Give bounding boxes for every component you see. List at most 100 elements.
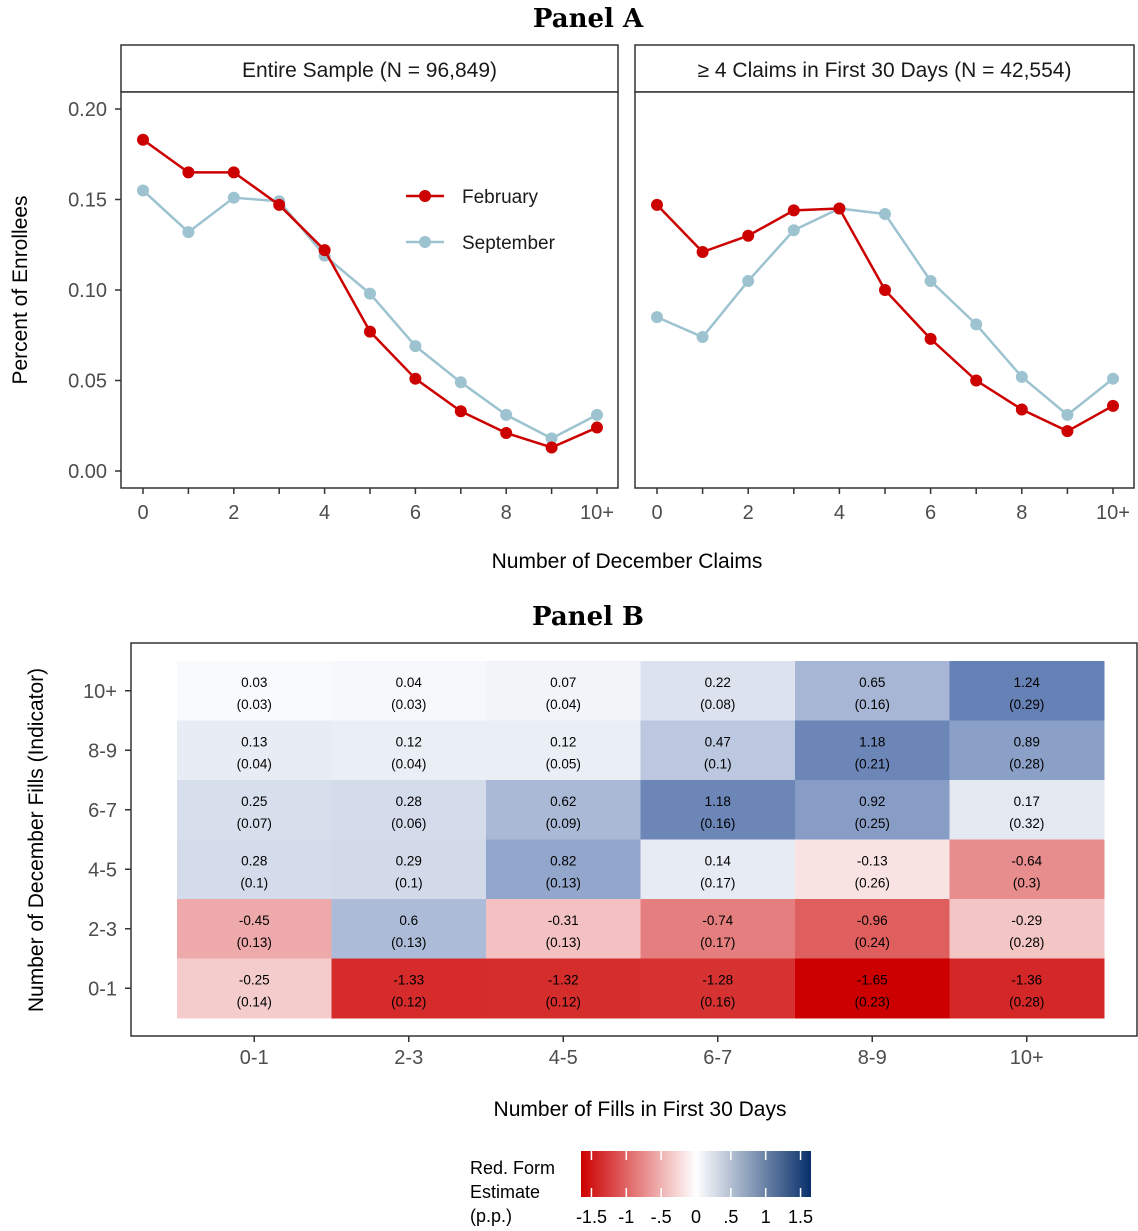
cell-estimate: 0.25 xyxy=(241,794,267,809)
facet-strip-label: Entire Sample (N = 96,849) xyxy=(242,59,497,82)
heatmap-cell xyxy=(177,780,332,840)
heatmap-cell xyxy=(486,958,641,1019)
facet-4plus-claims: ≥ 4 Claims in First 30 Days (N = 42,554) xyxy=(634,44,1135,489)
point-september xyxy=(924,274,937,287)
legend-label-september: September xyxy=(462,233,556,254)
point-september xyxy=(364,287,376,300)
x-tick-label: 2 xyxy=(228,502,239,524)
cell-estimate: 0.28 xyxy=(241,853,267,868)
point-september xyxy=(545,432,558,445)
x-tick-label: 10+ xyxy=(580,502,614,524)
x-tick-label: 10+ xyxy=(1096,502,1130,524)
cell-estimate: 0.12 xyxy=(550,734,576,749)
heatmap-cell xyxy=(177,899,332,959)
cell-estimate: 0.22 xyxy=(705,675,731,690)
panel-a: Panel A Entire Sample (N = 96,849) ≥ 4 C… xyxy=(9,4,1135,573)
heatmap-cell xyxy=(177,839,332,900)
cell-estimate: 0.6 xyxy=(399,913,418,928)
cell-std-error: (0.05) xyxy=(546,756,581,771)
heatmap-cell xyxy=(331,899,487,959)
cell-estimate: 0.62 xyxy=(550,794,576,809)
facet-strip xyxy=(120,44,619,93)
point-february xyxy=(182,166,195,179)
cell-estimate: 0.14 xyxy=(705,853,732,868)
point-february xyxy=(454,405,467,418)
cell-estimate: 0.28 xyxy=(396,794,422,809)
cell-std-error: (0.09) xyxy=(546,816,581,831)
point-february xyxy=(1061,425,1074,438)
cell-estimate: -0.64 xyxy=(1011,853,1042,868)
colorbar-tick-label: -1 xyxy=(618,1207,634,1227)
cell-estimate: 1.18 xyxy=(859,734,885,749)
x-tick-label: 4-5 xyxy=(549,1047,578,1069)
cell-estimate: 0.17 xyxy=(1014,794,1040,809)
cell-std-error: (0.28) xyxy=(1009,994,1044,1009)
cell-std-error: (0.28) xyxy=(1009,935,1044,950)
cell-std-error: (0.13) xyxy=(546,875,581,890)
heatmap-cell xyxy=(949,720,1105,781)
heatmap-cell xyxy=(331,839,487,900)
x-axis: 0 2 4 6 8 10+ 0 2 4 6 8 10+ xyxy=(137,488,1130,524)
point-february xyxy=(879,284,891,296)
facet-strip xyxy=(634,44,1135,93)
heatmap-cell xyxy=(795,661,950,721)
cell-std-error: (0.07) xyxy=(237,816,272,831)
cell-estimate: 0.47 xyxy=(705,734,731,749)
colorbar-title-line-2: Estimate xyxy=(470,1182,540,1202)
heatmap-cell xyxy=(331,720,487,781)
point-february xyxy=(833,202,846,215)
heatmap-cell xyxy=(795,839,950,900)
point-september xyxy=(1015,370,1028,383)
cell-std-error: (0.23) xyxy=(855,994,890,1009)
cell-estimate: 0.13 xyxy=(241,734,267,749)
cell-std-error: (0.16) xyxy=(700,994,735,1009)
point-september xyxy=(182,226,195,239)
cell-std-error: (0.04) xyxy=(237,756,272,771)
point-february xyxy=(545,441,558,454)
point-september xyxy=(879,207,891,220)
x-tick-label: 10+ xyxy=(1010,1047,1044,1069)
cell-estimate: 0.12 xyxy=(396,734,422,749)
cell-estimate: 1.24 xyxy=(1014,675,1041,690)
cell-std-error: (0.1) xyxy=(240,875,268,890)
colorbar-tick-label: .5 xyxy=(723,1207,738,1227)
cell-std-error: (0.16) xyxy=(855,697,890,712)
x-axis-title: Number of Fills in First 30 Days xyxy=(494,1098,787,1121)
y-axis-title: Number of December Fills (Indicator) xyxy=(25,668,48,1012)
point-september xyxy=(591,408,603,421)
cell-std-error: (0.12) xyxy=(546,994,581,1009)
point-february xyxy=(137,133,149,146)
cell-estimate: -0.13 xyxy=(857,853,888,868)
heatmap-cell xyxy=(795,958,950,1019)
y-tick-label: 8-9 xyxy=(88,740,117,762)
heatmap-cell xyxy=(177,720,332,781)
colorbar-tick-label: 1.5 xyxy=(788,1207,813,1227)
cell-estimate: -0.96 xyxy=(857,913,888,928)
point-september xyxy=(227,191,240,204)
x-tick-label: 0 xyxy=(137,502,148,524)
cell-estimate: -1.33 xyxy=(393,972,424,987)
heatmap-cell xyxy=(795,780,950,840)
point-february xyxy=(1015,403,1028,416)
heatmap-cells: 0.03 (0.03) 0.04 (0.03) 0.07 (0.04) 0.22 (0.08)… xyxy=(177,661,1105,1019)
cell-std-error: (0.06) xyxy=(391,816,426,831)
y-tick-label: 6-7 xyxy=(88,800,117,822)
heatmap-cell xyxy=(640,661,796,721)
point-september xyxy=(454,376,467,389)
cell-std-error: (0.16) xyxy=(700,816,735,831)
point-september xyxy=(696,331,709,344)
cell-estimate: 0.65 xyxy=(859,675,885,690)
x-tick-label: 4 xyxy=(319,502,330,524)
point-february xyxy=(227,166,240,179)
x-tick-label: 2 xyxy=(743,502,754,524)
point-february xyxy=(651,198,663,211)
cell-std-error: (0.21) xyxy=(855,756,890,771)
x-axis-title: Number of December Claims xyxy=(492,550,763,573)
colorbar-legend: Red. Form Estimate (p.p.) -1.5 -1 -.5 0 .5 1 1… xyxy=(470,1151,813,1227)
cell-std-error: (0.26) xyxy=(855,875,890,890)
facet-entire-sample: Entire Sample (N = 96,849) xyxy=(120,44,619,489)
cell-estimate: -0.29 xyxy=(1011,913,1042,928)
point-september xyxy=(137,184,149,197)
heatmap-cell xyxy=(177,958,332,1019)
